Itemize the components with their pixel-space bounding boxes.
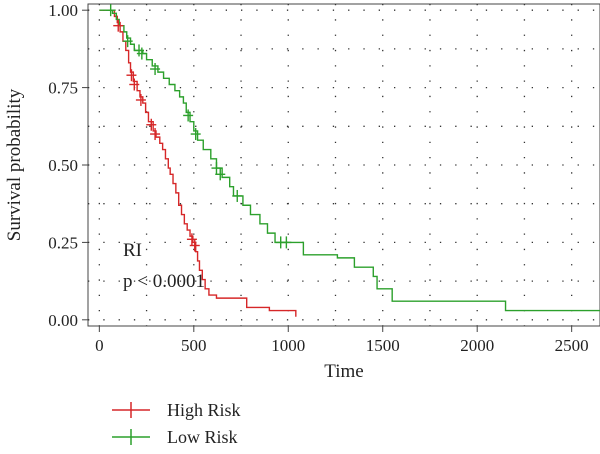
censor-mark-low-risk [281, 236, 292, 249]
legend-label-high-risk: High Risk [167, 400, 241, 420]
censor-mark-high-risk [189, 239, 200, 252]
plot-area [87, 3, 600, 327]
y-tick-label: 1.00 [48, 1, 78, 20]
legend: High Risk Low Risk [112, 400, 241, 447]
legend-item-high-risk: High Risk [112, 400, 241, 420]
censor-mark-low-risk [190, 128, 201, 141]
y-tick-label: 0.00 [48, 311, 78, 330]
y-axis-label: Survival probability [4, 88, 25, 241]
censor-mark-high-risk [113, 19, 124, 32]
censor-mark-low-risk [136, 47, 147, 60]
x-tick-label: 0 [95, 336, 104, 355]
x-axis-ticks: 0 500 1000 1500 2000 2500 [95, 326, 589, 355]
censor-mark-high-risk [186, 233, 197, 246]
x-axis-label: Time [324, 361, 363, 382]
legend-label-low-risk: Low Risk [167, 427, 238, 447]
survival-curves [99, 9, 600, 317]
censor-mark-high-risk [129, 78, 140, 91]
legend-item-low-risk: Low Risk [112, 427, 238, 447]
censor-mark-high-risk [126, 69, 137, 82]
censor-mark-low-risk [232, 189, 243, 202]
censor-mark-low-risk [150, 63, 161, 76]
censor-mark-high-risk [135, 93, 146, 106]
curve-high-risk [99, 9, 297, 317]
censor-mark-low-risk [122, 35, 133, 48]
y-tick-label: 0.25 [48, 233, 78, 252]
curve-low-risk [99, 9, 600, 312]
censor-mark-low-risk [105, 4, 116, 17]
x-tick-label: 500 [181, 336, 207, 355]
censor-mark-low-risk [183, 109, 194, 122]
censor-mark-high-risk [150, 128, 161, 141]
censor-marks [105, 4, 292, 252]
x-tick-label: 1500 [366, 336, 400, 355]
annotation-p-value: p < 0.0001 [123, 271, 205, 292]
censor-mark-low-risk [215, 168, 226, 181]
censor-mark-high-risk [146, 118, 157, 131]
annotation-model: RI [123, 240, 142, 261]
y-tick-label: 0.50 [48, 156, 78, 175]
x-tick-label: 1000 [271, 336, 305, 355]
y-tick-label: 0.75 [48, 79, 78, 98]
censor-mark-low-risk [211, 162, 222, 175]
x-tick-label: 2000 [460, 336, 494, 355]
x-tick-label: 2500 [555, 336, 589, 355]
y-axis-ticks: 0.00 0.25 0.50 0.75 1.00 [48, 1, 88, 330]
